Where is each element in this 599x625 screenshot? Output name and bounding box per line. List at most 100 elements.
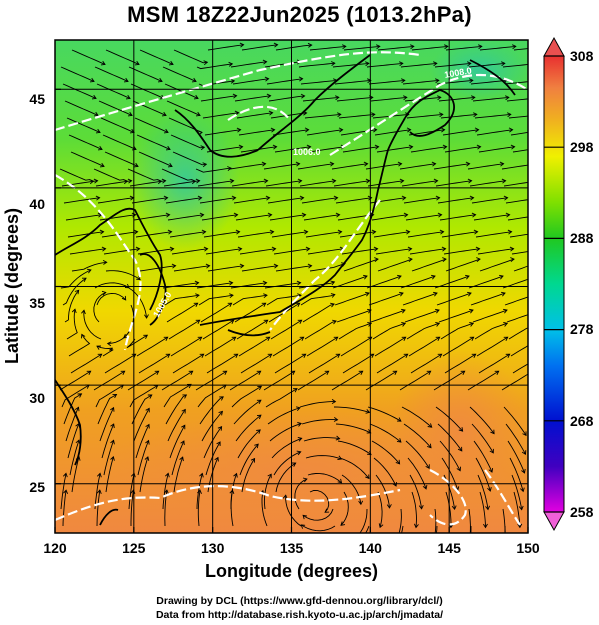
streamline-arrowhead — [256, 399, 262, 405]
streamline-arrowhead — [101, 290, 107, 296]
streamline — [401, 525, 404, 533]
streamline-arrowhead — [234, 110, 240, 116]
streamline-arrowhead — [267, 212, 273, 218]
x-tick-label: 145 — [438, 540, 462, 556]
streamline-arrowhead — [428, 557, 432, 561]
streamline-arrowhead — [468, 541, 472, 545]
streamline — [476, 336, 508, 357]
streamline-arrowhead — [143, 334, 149, 340]
streamline-arrowhead — [471, 95, 476, 101]
streamline-arrowhead — [371, 229, 377, 235]
streamline — [59, 370, 91, 391]
streamline-arrowhead — [345, 548, 349, 552]
colorbar: 308 298 288 278 268 258 — [543, 36, 594, 532]
streamline — [505, 423, 526, 455]
streamline — [136, 134, 171, 150]
streamline — [167, 214, 204, 221]
streamline — [285, 495, 302, 527]
streamline — [263, 473, 272, 510]
streamline — [444, 146, 481, 153]
streamline — [375, 474, 390, 508]
streamline — [400, 62, 437, 68]
streamline-arrowhead — [365, 178, 371, 184]
streamline — [477, 248, 514, 255]
streamline — [62, 277, 87, 306]
streamline — [340, 336, 372, 357]
streamline — [230, 61, 267, 68]
streamline-arrowhead — [509, 246, 515, 252]
streamline-arrowhead — [473, 112, 478, 118]
streamline — [268, 95, 305, 102]
colorbar-gradient — [543, 55, 565, 513]
y-tick-label: 45 — [29, 91, 45, 107]
streamline-arrowhead — [471, 212, 477, 218]
streamline-arrowhead — [214, 456, 219, 462]
streamline-arrowhead — [195, 111, 201, 117]
streamline-arrowhead — [191, 77, 197, 83]
streamline-arrowhead — [163, 336, 169, 342]
streamline-arrowhead — [133, 229, 139, 235]
streamline-arrowhead — [195, 293, 200, 299]
streamline — [303, 437, 340, 442]
streamline-arrowhead — [229, 489, 235, 495]
streamline — [95, 384, 124, 408]
streamline-arrowhead — [304, 127, 310, 133]
streamline-arrowhead — [197, 336, 203, 342]
streamline-arrowhead — [458, 427, 464, 432]
streamline-arrowhead — [216, 441, 221, 446]
streamline-arrowhead — [261, 302, 267, 308]
streamline — [371, 214, 408, 221]
streamline-arrowhead — [197, 489, 202, 494]
streamline-arrowhead — [101, 246, 107, 252]
streamline-arrowhead — [489, 448, 494, 454]
streamline — [370, 96, 407, 102]
streamline — [200, 95, 237, 102]
streamline — [511, 251, 528, 255]
streamline-arrowhead — [373, 246, 379, 252]
streamline — [434, 508, 437, 533]
streamline-arrowhead — [478, 44, 483, 50]
streamline — [512, 149, 528, 153]
streamline-arrowhead — [71, 308, 77, 314]
streamline — [104, 353, 136, 374]
streamline-arrowhead — [203, 60, 209, 66]
streamline — [238, 336, 270, 357]
streamline-arrowhead — [96, 489, 102, 494]
streamline-arrowhead — [144, 456, 150, 461]
streamline — [161, 370, 193, 391]
streamline — [473, 214, 510, 221]
streamline — [506, 98, 528, 102]
streamline — [204, 336, 236, 357]
streamline-arrowhead — [229, 293, 234, 299]
streamline-arrowhead — [475, 246, 481, 252]
streamline — [335, 423, 371, 434]
streamline-arrowhead — [99, 162, 105, 168]
streamline-arrowhead — [99, 229, 105, 235]
streamline-arrowhead — [272, 144, 278, 150]
streamline — [299, 401, 336, 408]
streamline-arrowhead — [465, 274, 470, 280]
streamline — [340, 491, 349, 526]
streamline-arrowhead — [407, 246, 413, 252]
streamline — [297, 370, 329, 391]
streamline-arrowhead — [222, 370, 228, 376]
streamline — [335, 197, 372, 204]
streamline-arrowhead — [401, 322, 407, 327]
streamline — [304, 113, 341, 119]
streamline-arrowhead — [110, 439, 115, 445]
streamline-arrowhead — [256, 370, 262, 376]
streamline-arrowhead — [501, 178, 507, 184]
streamline-arrowhead — [332, 319, 337, 325]
streamline-arrowhead — [465, 558, 469, 562]
streamline-arrowhead — [408, 257, 413, 263]
streamline — [403, 197, 440, 204]
streamline-arrowhead — [301, 353, 307, 359]
streamline — [411, 258, 447, 272]
streamline — [231, 180, 268, 187]
streamline — [370, 309, 406, 323]
streamline-arrowhead — [433, 61, 438, 67]
streamline-arrowhead — [299, 336, 305, 342]
streamline-arrowhead — [120, 370, 126, 376]
y-axis: 25 30 35 40 45 — [29, 91, 45, 495]
streamline — [69, 248, 106, 255]
